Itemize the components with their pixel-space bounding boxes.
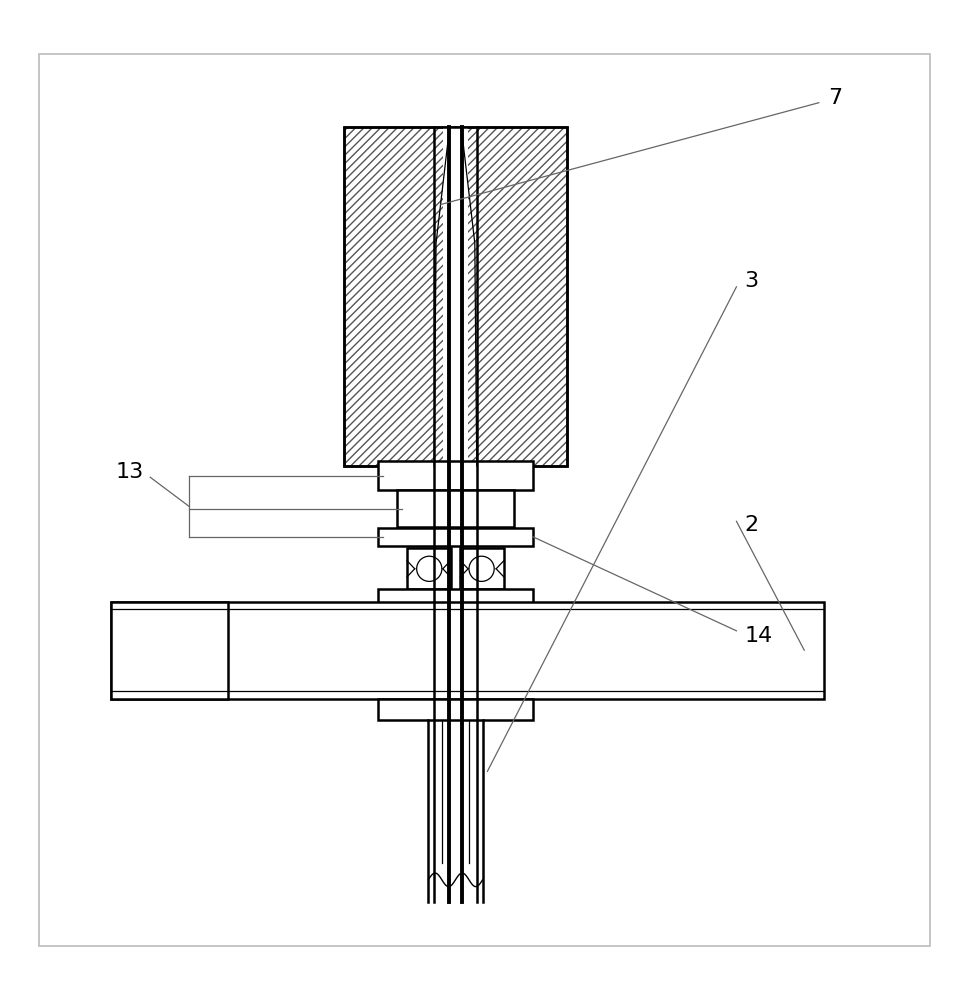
Bar: [111, 602, 228, 699]
Text: 14: 14: [744, 626, 772, 646]
Bar: [111, 602, 824, 699]
Text: 2: 2: [744, 515, 759, 535]
Bar: [460, 548, 504, 589]
Text: 3: 3: [744, 271, 759, 291]
Text: 13: 13: [115, 462, 143, 482]
Bar: [344, 127, 455, 466]
Bar: [378, 528, 533, 546]
Bar: [455, 127, 567, 466]
Bar: [378, 699, 533, 720]
Bar: [344, 127, 455, 466]
Bar: [397, 490, 514, 527]
Bar: [378, 589, 533, 607]
Bar: [378, 461, 533, 490]
Text: 7: 7: [828, 88, 843, 108]
Bar: [443, 127, 467, 466]
Bar: [407, 548, 451, 589]
Bar: [455, 127, 567, 466]
Bar: [344, 127, 567, 466]
